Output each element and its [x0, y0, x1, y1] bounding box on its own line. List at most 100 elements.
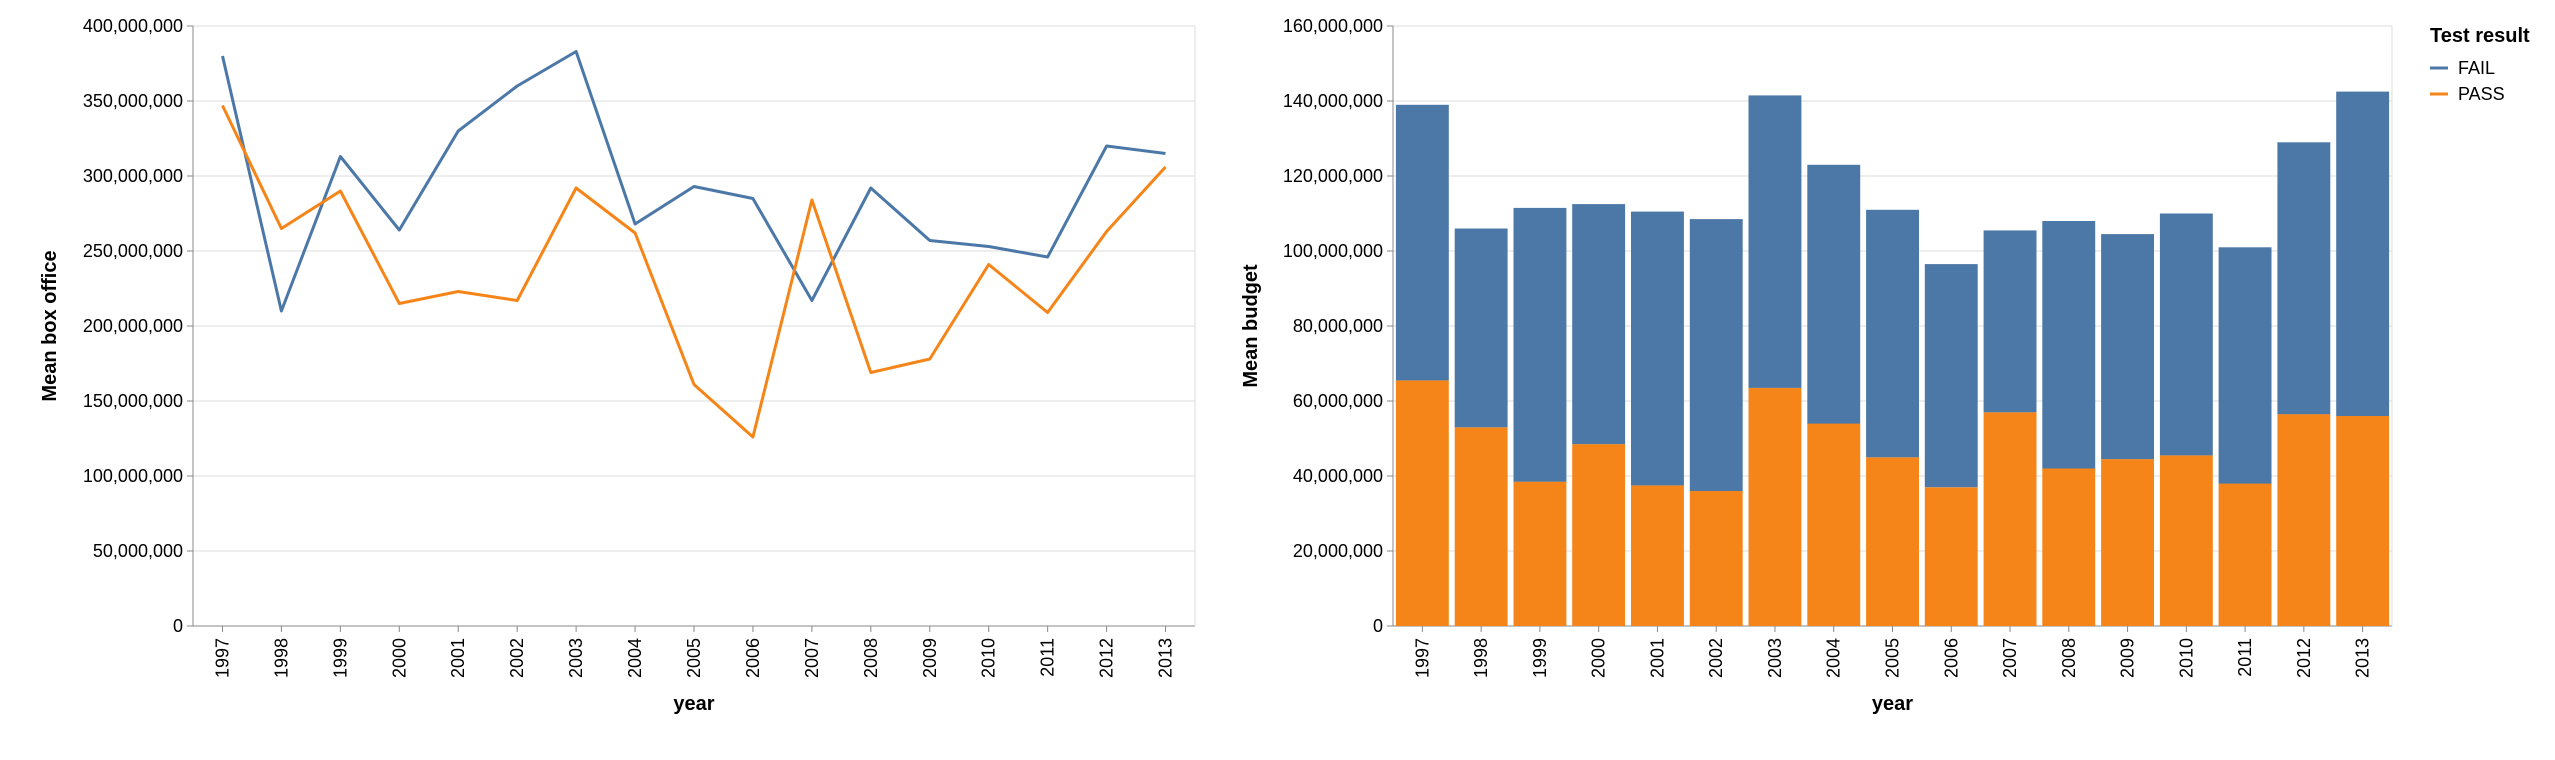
- bar-fail: [1631, 211, 1684, 486]
- x-tick-label: 1999: [1530, 638, 1550, 678]
- x-tick-label: 2011: [1038, 638, 1058, 677]
- y-tick-label: 60,000,000: [1293, 391, 1383, 411]
- bar-pass: [1572, 444, 1626, 626]
- bar-pass: [1689, 491, 1743, 626]
- bar-fail: [2218, 247, 2272, 484]
- x-tick-label: 2008: [861, 638, 881, 678]
- y-tick-label: 20,000,000: [1293, 541, 1383, 561]
- y-axis-title: Mean budget: [1240, 264, 1262, 388]
- x-tick-label: 2002: [507, 638, 527, 678]
- x-tick-label: 2003: [1765, 638, 1785, 678]
- bar-pass: [1866, 457, 1919, 627]
- bar-fail: [2277, 142, 2331, 415]
- x-tick-label: 2010: [2176, 638, 2196, 678]
- y-tick-label: 400,000,000: [83, 16, 183, 36]
- legend-item-pass: PASS: [2430, 84, 2505, 104]
- x-tick-label: 2012: [2294, 638, 2314, 678]
- x-tick-label: 2008: [2059, 638, 2079, 678]
- x-tick-label: 2001: [1647, 638, 1667, 678]
- bar-fail: [1395, 104, 1449, 381]
- x-tick-label: 2009: [920, 638, 940, 678]
- bar-fail: [1924, 264, 1978, 488]
- x-tick-label: 2006: [743, 638, 763, 678]
- bar-pass: [1454, 427, 1508, 627]
- x-tick-label: 2013: [2353, 638, 2373, 678]
- y-tick-label: 80,000,000: [1293, 316, 1383, 336]
- legend-title: Test result: [2430, 25, 2530, 47]
- x-tick-label: 2002: [1706, 638, 1726, 678]
- x-axis-title: year: [1872, 693, 1913, 715]
- bar-pass: [2101, 459, 2154, 626]
- y-tick-label: 150,000,000: [83, 391, 183, 411]
- bar-pass: [2336, 416, 2390, 626]
- bar-fail: [1513, 207, 1567, 482]
- legend-fail-label: FAIL: [2458, 58, 2495, 78]
- bar-fail: [1689, 219, 1743, 491]
- y-tick-label: 300,000,000: [83, 166, 183, 186]
- bar-fail: [2042, 221, 2096, 469]
- y-tick-label: 140,000,000: [1283, 91, 1383, 111]
- bar-fail: [1983, 230, 2037, 413]
- bar-pass: [1513, 481, 1567, 626]
- x-tick-label: 2012: [1097, 638, 1117, 678]
- bar-pass: [1983, 412, 2037, 627]
- x-tick-label: 2007: [2000, 638, 2020, 678]
- bar-pass: [1807, 423, 1861, 626]
- x-axis-title: year: [673, 693, 714, 715]
- bar-pass: [2277, 414, 2331, 626]
- bar-fail: [1454, 228, 1508, 428]
- x-tick-label: 2000: [1589, 638, 1609, 678]
- y-tick-label: 120,000,000: [1283, 166, 1383, 186]
- y-tick-label: 100,000,000: [1283, 241, 1383, 261]
- legend-pass-label: PASS: [2458, 84, 2505, 104]
- series-line-fail: [221, 50, 1166, 313]
- budget-stacked-bar-chart: 0 20,000,000 40,000,000 60,000,000 80,000,00…: [1240, 16, 2393, 715]
- x-tick-label: 1997: [212, 638, 232, 678]
- x-tick-label: 2004: [625, 638, 645, 678]
- bar-fail: [1572, 204, 1626, 445]
- bar-fail: [2159, 213, 2213, 456]
- y-tick-label: 50,000,000: [93, 541, 183, 561]
- x-tick-label: 2009: [2118, 638, 2138, 678]
- x-tick-label: 2005: [684, 638, 704, 678]
- y-tick-label: 0: [1373, 616, 1383, 636]
- x-tick-label: 2007: [802, 638, 822, 678]
- x-tick-label: 1998: [271, 638, 291, 678]
- x-tick-label: 2010: [979, 638, 999, 678]
- x-tick-label: 1999: [330, 638, 350, 678]
- bar-pass: [2042, 468, 2096, 626]
- y-tick-label: 200,000,000: [83, 316, 183, 336]
- x-tick-label: 2000: [389, 638, 409, 678]
- y-tick-label: 40,000,000: [1293, 466, 1383, 486]
- series-line-pass: [221, 104, 1167, 439]
- bar-pass: [2218, 483, 2272, 626]
- x-tick-label: 2001: [448, 638, 468, 678]
- bar-pass: [1395, 380, 1449, 626]
- y-tick-label: 100,000,000: [83, 466, 183, 486]
- x-tick-label: 1998: [1471, 638, 1491, 678]
- bar-pass: [1631, 485, 1684, 626]
- x-tick-label: 1997: [1412, 638, 1432, 678]
- bar-fail: [2101, 234, 2154, 460]
- bar-pass: [1748, 387, 1802, 626]
- bar-fail: [1866, 209, 1919, 458]
- bar-fail: [1807, 164, 1861, 424]
- y-tick-label: 250,000,000: [83, 241, 183, 261]
- x-tick-label: 2006: [1941, 638, 1961, 678]
- box-office-line-chart: 0 50,000,000 100,000,000 150,000,000 200,000…: [39, 16, 1196, 715]
- bar-fail: [1748, 95, 1802, 388]
- y-tick-label: 350,000,000: [83, 91, 183, 111]
- x-tick-label: 2004: [1824, 638, 1844, 678]
- y-tick-label: 160,000,000: [1283, 16, 1383, 36]
- x-tick-label: 2003: [566, 638, 586, 678]
- y-axis-title: Mean box office: [39, 250, 61, 401]
- bar-pass: [1924, 487, 1978, 627]
- x-tick-label: 2005: [1883, 638, 1903, 678]
- bar-fail: [2336, 91, 2390, 416]
- bar-pass: [2159, 455, 2213, 626]
- x-tick-label: 2013: [1156, 638, 1176, 678]
- x-tick-label: 2011: [2235, 638, 2255, 677]
- legend-item-fail: FAIL: [2430, 58, 2495, 78]
- legend: Test result FAIL PASS: [2430, 25, 2530, 104]
